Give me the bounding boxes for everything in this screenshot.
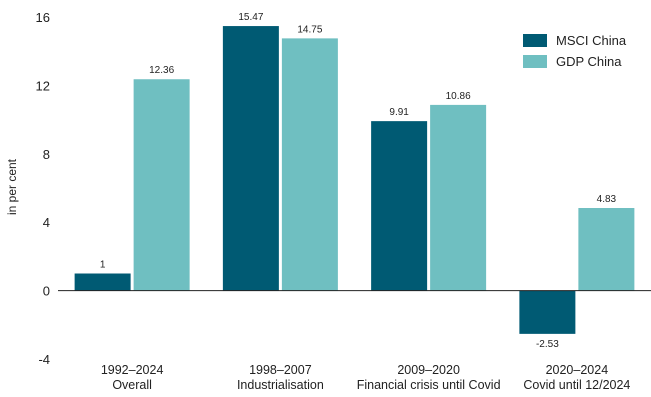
bar-msci-china [519,291,575,334]
data-label: 14.75 [297,24,322,35]
bar-gdp-china [578,208,634,291]
x-category-period: 2020–2024 [546,363,609,377]
x-category-period: 1992–2024 [101,363,164,377]
y-tick-label: 8 [43,147,50,162]
data-label: 12.36 [149,65,174,76]
legend: MSCI China GDP China [523,33,627,69]
data-label: 10.86 [446,91,471,102]
y-tick-label: 4 [43,215,50,230]
data-label: 15.47 [238,12,263,23]
data-label: 9.91 [389,107,409,118]
y-tick-label: -4 [38,352,50,367]
bar-gdp-china [430,105,486,291]
x-category-period: 1998–2007 [249,363,312,377]
bar-msci-china [371,121,427,290]
data-label: -2.53 [536,339,559,350]
x-category-name: Industrialisation [237,378,324,392]
y-tick-label: 0 [43,284,50,299]
y-axis-title: in per cent [5,158,19,215]
legend-swatch [523,55,547,68]
legend-entry: GDP China [556,54,622,69]
bar-gdp-china [282,38,338,290]
legend-swatch [523,34,547,47]
bar-msci-china [75,274,131,291]
y-tick-label: 12 [36,78,50,93]
bar-gdp-china [134,79,190,290]
legend-entry: MSCI China [556,33,627,48]
x-category-name: Covid until 12/2024 [523,378,630,392]
x-category-period: 2009–2020 [397,363,460,377]
y-tick-label: 16 [36,10,50,25]
data-label: 4.83 [597,194,617,205]
x-category-name: Overall [112,378,152,392]
bar-msci-china [223,26,279,291]
data-label: 1 [100,260,106,271]
x-category-name: Financial crisis until Covid [357,378,501,392]
